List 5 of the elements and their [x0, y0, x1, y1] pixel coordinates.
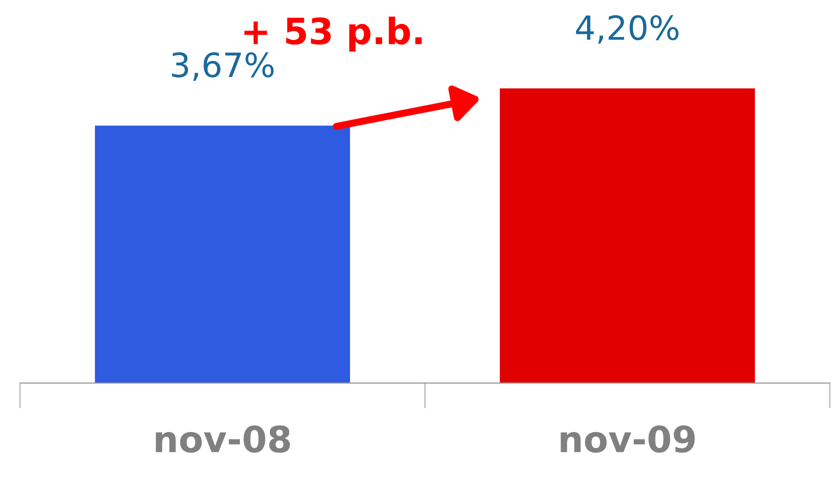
x-tick-label: nov-09: [560, 425, 695, 453]
data-label: 4,20%: [576, 15, 678, 44]
x-tick-label: nov-08: [156, 425, 290, 453]
text: + 53 p.b.: [244, 16, 422, 52]
data-label: 3,67%: [172, 52, 274, 81]
